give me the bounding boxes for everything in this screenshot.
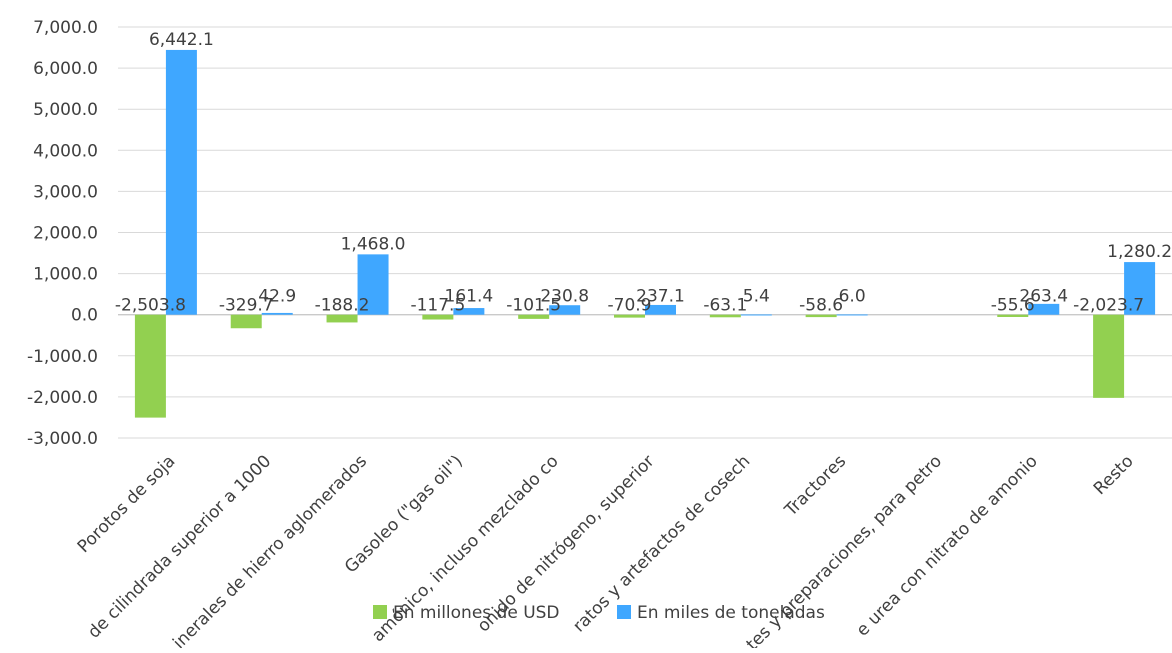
y-axis: 7,000.0 6,000.0 5,000.0 4,000.0 3,000.0 2,000… bbox=[27, 18, 98, 449]
data-label-usd: -70.9 bbox=[608, 296, 652, 316]
data-label-tonnes: 6,442.1 bbox=[149, 30, 214, 50]
y-tick-label: 4,000.0 bbox=[33, 141, 98, 161]
legend-swatch bbox=[373, 605, 387, 619]
x-tick-label: inerales de hierro aglomerados bbox=[169, 451, 371, 648]
y-tick-label: 0.0 bbox=[71, 306, 98, 326]
bar-tonnes bbox=[1028, 303, 1060, 315]
y-tick-label: -1,000.0 bbox=[27, 347, 98, 367]
y-tick-label: 5,000.0 bbox=[33, 100, 98, 120]
y-tick-label: -3,000.0 bbox=[27, 429, 98, 449]
x-tick-label: Resto bbox=[1090, 451, 1138, 499]
data-label-usd: -117.5 bbox=[410, 296, 465, 316]
data-label-usd: -58.6 bbox=[799, 296, 843, 316]
data-label-usd: -55.6 bbox=[991, 296, 1035, 316]
bar-usd bbox=[134, 314, 166, 418]
y-tick-label: 1,000.0 bbox=[33, 265, 98, 285]
data-label-usd: -101.5 bbox=[506, 296, 561, 316]
data-label-tonnes: 161.4 bbox=[445, 287, 494, 307]
x-tick-label: Porotos de soja bbox=[74, 451, 180, 557]
bar-usd bbox=[1093, 314, 1125, 398]
y-tick-label: -2,000.0 bbox=[27, 388, 98, 408]
x-tick-label: e urea con nitrato de amonio bbox=[853, 451, 1042, 640]
data-labels: -2,503.8 6,442.1 -329.742.9 -188.2 1,468.0 -1… bbox=[115, 30, 1172, 316]
bar-tonnes bbox=[1124, 262, 1156, 315]
data-label-tonnes: 6.0 bbox=[839, 287, 866, 307]
bar-tonnes bbox=[261, 312, 293, 315]
bar-usd bbox=[997, 314, 1029, 317]
data-label-usd: -2,023.7 bbox=[1073, 296, 1144, 316]
y-tick-label: 2,000.0 bbox=[33, 224, 98, 244]
data-label-tonnes: 1,280.2 bbox=[1107, 242, 1172, 262]
bar-tonnes bbox=[165, 49, 197, 315]
legend-swatch bbox=[617, 605, 631, 619]
bar-tonnes bbox=[740, 314, 772, 316]
data-label-tonnes: 263.4 bbox=[1019, 287, 1068, 307]
bar-usd bbox=[326, 314, 358, 323]
y-tick-label: 6,000.0 bbox=[33, 59, 98, 79]
bar-tonnes bbox=[645, 304, 676, 315]
data-label-usd: -2,503.8 bbox=[115, 296, 186, 316]
data-label-tonnes: 42.9 bbox=[258, 287, 296, 307]
y-tick-label: 3,000.0 bbox=[33, 182, 98, 202]
bar-tonnes bbox=[836, 314, 868, 316]
legend-label: En miles de toneladas bbox=[637, 603, 825, 623]
x-tick-label: Tractores bbox=[780, 451, 850, 521]
bars bbox=[134, 49, 1156, 418]
data-label-tonnes: 5.4 bbox=[743, 287, 770, 307]
bar-tonnes bbox=[453, 308, 485, 315]
x-tick-label: de cilindrada superior a 1000 bbox=[84, 451, 275, 642]
bar-usd bbox=[805, 314, 837, 318]
legend-label: En millones de USD bbox=[393, 603, 560, 623]
bar-usd bbox=[518, 314, 550, 319]
data-label-usd: -329.7 bbox=[219, 296, 274, 316]
bar-usd bbox=[709, 314, 741, 318]
data-label-tonnes: 230.8 bbox=[540, 287, 589, 307]
bar-usd bbox=[614, 314, 645, 318]
bar-usd bbox=[422, 314, 454, 320]
data-label-usd: -63.1 bbox=[703, 296, 747, 316]
y-tick-label: 7,000.0 bbox=[33, 18, 98, 38]
data-label-tonnes: 237.1 bbox=[636, 287, 685, 307]
bar-tonnes bbox=[357, 254, 389, 315]
bar-tonnes bbox=[549, 305, 581, 315]
data-label-tonnes: 1,468.0 bbox=[341, 234, 406, 254]
bar-usd bbox=[230, 314, 262, 329]
grid-lines bbox=[118, 26, 1172, 439]
legend: En millones de USD En miles de toneladas bbox=[373, 603, 825, 623]
data-label-usd: -188.2 bbox=[315, 296, 370, 316]
